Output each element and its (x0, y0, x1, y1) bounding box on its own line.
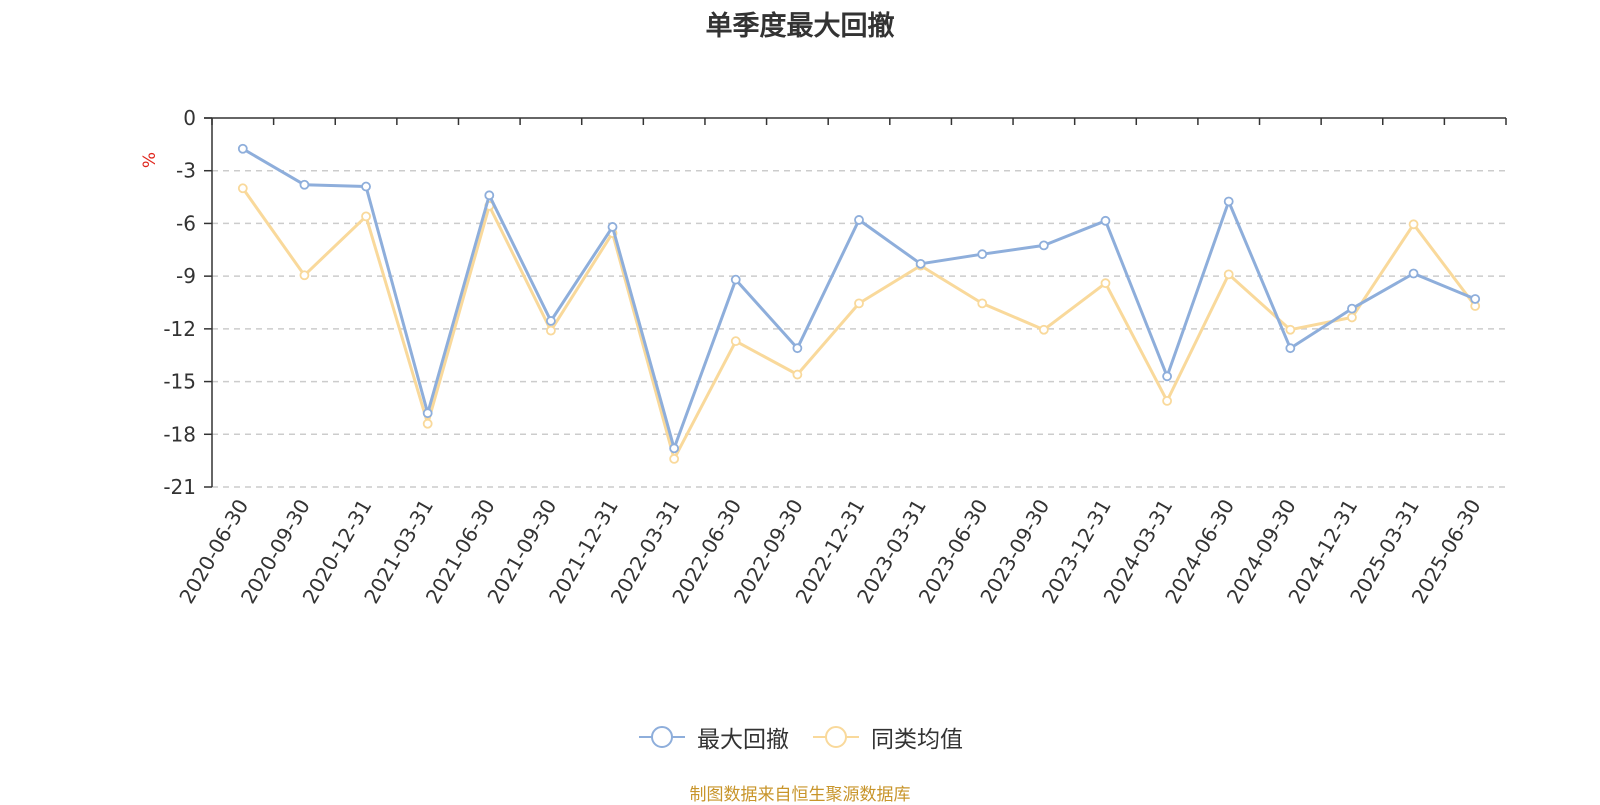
data-point-series-1[interactable] (237, 183, 248, 194)
y-tick-label: -18 (163, 422, 196, 446)
data-point-series-0[interactable] (1470, 294, 1481, 304)
data-point-series-1[interactable] (1408, 219, 1419, 230)
y-tick-label: -15 (163, 370, 196, 394)
data-point-series-0[interactable] (299, 179, 310, 190)
data-point-series-1[interactable] (1285, 324, 1296, 335)
legend: 最大回撤 同类均值 (0, 720, 1600, 754)
data-point-series-1[interactable] (1100, 278, 1111, 289)
axes (204, 117, 1507, 488)
data-point-series-0[interactable] (484, 190, 495, 201)
legend-item-series-1[interactable]: 同类均值 (811, 720, 963, 754)
data-point-series-0[interactable] (361, 181, 371, 192)
data-point-series-0[interactable] (1223, 196, 1234, 207)
y-tick-label: -12 (163, 317, 196, 341)
data-point-series-0[interactable] (730, 274, 741, 285)
data-point-series-1[interactable] (1223, 269, 1234, 280)
data-point-series-0[interactable] (1285, 343, 1296, 354)
chart-title: 单季度最大回撤 (705, 11, 895, 42)
data-point-series-1[interactable] (730, 336, 741, 347)
data-point-series-0[interactable] (669, 443, 680, 454)
data-point-series-0[interactable] (1347, 303, 1357, 314)
data-point-series-0[interactable] (237, 143, 248, 154)
data-point-series-1[interactable] (361, 211, 371, 222)
y-tick-label: 0 (183, 106, 196, 130)
data-point-series-0[interactable] (854, 215, 864, 225)
data-point-series-1[interactable] (1162, 395, 1172, 406)
data-point-series-0[interactable] (977, 249, 988, 260)
legend-item-series-0[interactable]: 最大回撤 (637, 720, 789, 754)
data-point-series-1[interactable] (854, 298, 864, 309)
data-point-series-0[interactable] (1038, 240, 1049, 251)
data-point-series-0[interactable] (1408, 268, 1419, 279)
y-axis-label: % (140, 152, 160, 168)
data-point-series-0[interactable] (1162, 371, 1172, 382)
data-point-series-0[interactable] (915, 258, 926, 269)
y-tick-label: -3 (176, 159, 196, 183)
data-point-series-1[interactable] (977, 298, 988, 309)
data-point-series-0[interactable] (792, 343, 803, 354)
data-point-series-1[interactable] (669, 453, 680, 464)
data-point-series-1[interactable] (792, 369, 803, 380)
data-point-series-1[interactable] (1038, 324, 1049, 335)
y-tick-label: -6 (176, 211, 196, 235)
legend-line-marker-icon (813, 726, 859, 748)
data-point-series-0[interactable] (546, 316, 556, 326)
data-point-series-0[interactable] (607, 222, 618, 232)
y-tick-labels: 0 -3 -6 -9 -12 -15 -18 -21 (163, 106, 196, 499)
x-tick-labels: 2020-06-302020-09-302020-12-312021-03-31… (174, 495, 1485, 608)
data-point-series-0[interactable] (1100, 215, 1111, 226)
series-lines (237, 143, 1481, 464)
y-tick-label: -9 (176, 264, 196, 288)
data-point-series-0[interactable] (422, 408, 433, 419)
series-line-1 (241, 187, 1477, 461)
legend-label-series-0: 最大回撤 (697, 727, 789, 753)
data-point-series-1[interactable] (299, 270, 310, 281)
data-point-series-1[interactable] (1347, 312, 1357, 323)
y-tick-label: -21 (163, 475, 196, 499)
line-chart: 0 -3 -6 -9 -12 -15 -18 -21 2020-06-302020-09-30… (140, 106, 1507, 608)
data-point-series-1[interactable] (422, 418, 433, 429)
legend-line-marker-icon (639, 726, 685, 748)
legend-label-series-1: 同类均值 (871, 727, 963, 753)
source-note: 制图数据来自恒生聚源数据库 (689, 785, 911, 805)
data-point-series-1[interactable] (546, 325, 556, 336)
